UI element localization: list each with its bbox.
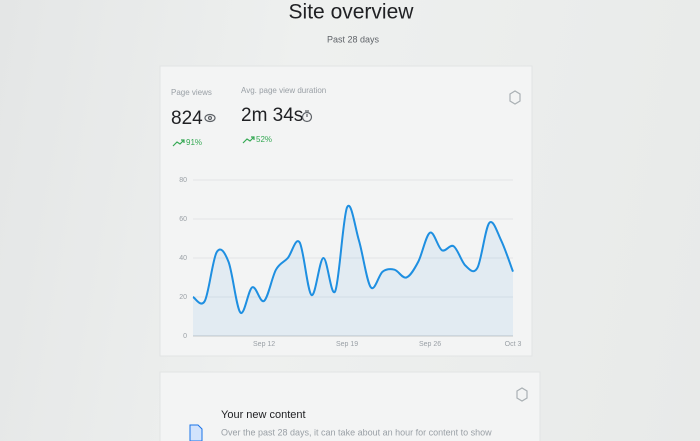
y-tick-label: 60 — [179, 216, 187, 223]
x-tick-label: Oct 3 — [505, 341, 522, 348]
y-tick-label: 20 — [179, 294, 187, 301]
share-icon[interactable] — [516, 387, 528, 402]
y-tick-label: 40 — [179, 255, 187, 262]
eye-icon — [204, 113, 216, 123]
y-tick-label: 0 — [183, 333, 187, 340]
page-title: Site overview — [289, 1, 415, 24]
area — [193, 205, 513, 336]
share-icon[interactable] — [509, 90, 521, 105]
x-tick-label: Sep 26 — [419, 341, 441, 348]
content-text: Over the past 28 days, it can take about… — [221, 427, 492, 437]
stat-label: Page views — [171, 88, 212, 97]
timer-icon — [301, 110, 313, 123]
x-tick-label: Sep 19 — [336, 341, 358, 348]
stat-change: 91% — [186, 138, 202, 147]
line — [192, 204, 514, 314]
content-card — [159, 371, 541, 441]
page-subtitle: Past 28 days — [327, 34, 380, 44]
trend-icon — [172, 139, 185, 147]
content-title: Your new content — [221, 409, 306, 421]
stat-value: 824 — [171, 108, 203, 129]
stat-change: 52% — [256, 135, 272, 144]
stat-value: 2m 34s — [241, 105, 303, 126]
document-icon — [189, 424, 203, 441]
stat-label: Avg. page view duration — [241, 86, 326, 95]
trend-icon — [242, 136, 255, 144]
x-tick-label: Sep 12 — [253, 341, 275, 348]
y-tick-label: 80 — [179, 177, 187, 184]
